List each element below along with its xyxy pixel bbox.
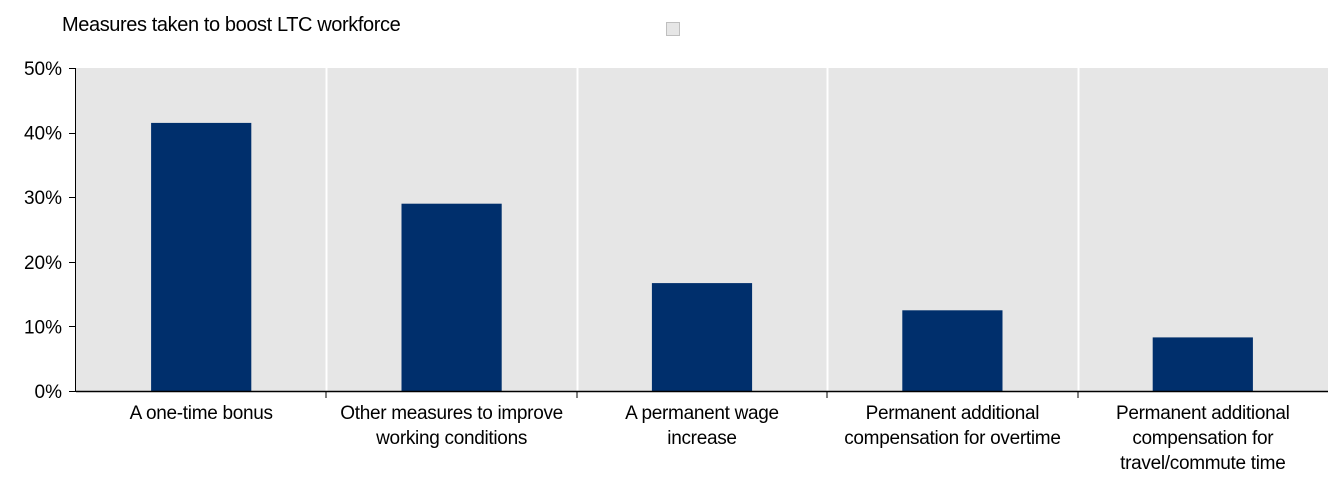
x-tick-label: Other measures to improve working conditi… [340,403,563,449]
x-tick-label: A one-time bonus [130,403,273,424]
x-tick-label: A permanent wage increase [625,403,779,449]
x-tick-label-line: Permanent additional [866,403,1040,424]
bar [151,122,252,392]
y-tick-label: 0% [35,382,63,403]
x-tick-label: Permanent additional compensation for ove… [844,403,1060,449]
x-tick-label-line: Other measures to improve [340,403,563,424]
bar [401,203,502,391]
y-tick-label: 20% [24,253,62,274]
x-tick-label-line: A permanent wage [625,403,779,424]
y-tick-label: 40% [24,124,62,145]
grid-layer [325,68,1080,391]
y-tick-label: 50% [24,59,62,80]
x-tick-label-line: compensation for overtime [844,428,1060,449]
x-tick-label: Permanent additional compensation for trav… [1116,403,1290,474]
legend-swatch [666,22,680,36]
x-tick-label-line: Permanent additional [1116,403,1290,424]
x-tick-label-line: travel/commute time [1120,453,1285,474]
y-tick-labels: 0% 10% 20% 30% 40% 50% [24,59,62,403]
bar-layer [151,122,1253,392]
y-tick-label: 30% [24,188,62,209]
bar [1152,337,1253,391]
chart-title: Measures taken to boost LTC workforce [62,14,401,36]
axis-layer [69,68,1328,398]
bar [902,310,1003,392]
x-tick-label-line: increase [667,428,736,449]
x-tick-label-line: working conditions [375,428,527,449]
bar [651,283,753,391]
x-tick-labels: A one-time bonus Other measures to improv… [130,403,1290,474]
x-tick-label-line: compensation for [1132,428,1274,449]
y-tick-label: 10% [24,317,62,338]
x-tick-label-line: A one-time bonus [130,403,273,424]
